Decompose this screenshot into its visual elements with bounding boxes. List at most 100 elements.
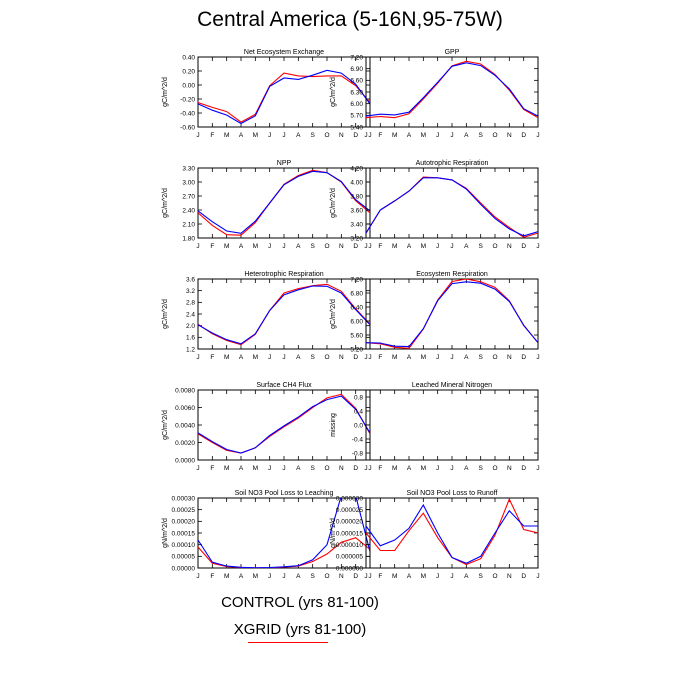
x-tick-label: S [478,354,483,361]
y-tick-label: 0.0000 [175,457,195,464]
y-tick-label: 0.00000 [172,565,196,572]
x-tick-label: N [339,243,344,250]
y-tick-label: 3.00 [182,179,195,186]
y-tick-label: 5.70 [350,113,363,120]
y-tick-label: 0.00 [182,82,195,89]
x-tick-label: M [224,243,229,250]
y-tick-label: 2.70 [182,193,195,200]
x-tick-label: S [310,243,315,250]
series-line-xgrid [366,498,538,566]
x-tick-label: O [492,132,497,139]
y-tick-label: 0.00025 [172,507,196,514]
x-tick-label: J [536,573,539,580]
x-tick-label: A [464,465,469,472]
chart-panel: Ecosystem Respiration gC/m^2/d 7.20 6.80 6.4… [330,271,540,361]
y-tick-label: 6.90 [350,66,363,73]
x-tick-label: J [450,465,453,472]
y-tick-label: 0.4 [354,408,363,415]
x-tick-label: O [492,465,497,472]
y-axis-label: gC/m^2/d [330,77,337,107]
x-tick-label: A [464,132,469,139]
y-tick-label: 4.20 [350,165,363,172]
x-tick-label: N [507,465,512,472]
x-tick-label: J [450,132,453,139]
panel-title: Surface CH4 Flux [256,382,312,389]
x-tick-label: M [253,465,258,472]
x-tick-label: N [339,573,344,580]
y-tick-label: 2.8 [186,300,195,307]
y-axis-label: gC/m^2/d [162,77,169,107]
x-tick-label: J [282,132,285,139]
x-tick-label: S [478,132,483,139]
legend-xgrid-line [248,642,328,643]
x-tick-label: J [450,354,453,361]
x-tick-label: F [378,573,382,580]
y-axis-label: gN/m^2/d [330,518,337,548]
x-tick-label: D [521,573,526,580]
y-tick-label: 4.00 [350,179,363,186]
x-tick-label: A [296,243,301,250]
x-tick-label: J [436,243,439,250]
x-tick-label: D [353,573,358,580]
panel-title: Soil NO3 Pool Loss to Runoff [407,490,498,497]
plot-frame [197,56,371,128]
x-tick-label: J [196,243,199,250]
y-tick-label: 3.40 [350,221,363,228]
panel-title: Heterotrophic Respiration [244,271,323,278]
series-line-control [198,170,370,234]
panel-title: Net Ecosystem Exchange [244,49,324,56]
panel-title: NPP [277,160,292,167]
chart-panel: Surface CH4 FluxgC/m^2/d0.00800.00600.00… [162,382,372,472]
x-tick-label: N [339,465,344,472]
y-tick-label: 0.8 [354,394,363,401]
y-axis-label: gC/m^2/d [330,299,337,329]
y-tick-label: 0.00010 [172,542,196,549]
x-tick-label: N [339,354,344,361]
y-tick-label: 2.40 [182,207,195,214]
y-tick-label: 0.0060 [175,405,195,412]
y-tick-label: 3.2 [186,288,195,295]
x-tick-label: A [407,132,412,139]
x-tick-label: J [536,243,539,250]
y-tick-label: 2.0 [186,323,195,330]
y-tick-label: 3.20 [350,235,363,242]
x-tick-label: A [296,354,301,361]
series-line-xgrid [198,393,370,454]
x-tick-label: J [436,465,439,472]
x-tick-label: N [507,354,512,361]
x-tick-label: J [268,465,271,472]
y-tick-label: 3.80 [350,193,363,200]
y-tick-label: 7.20 [350,276,363,283]
x-tick-label: J [368,354,371,361]
x-tick-label: M [421,243,426,250]
x-tick-label: O [324,465,329,472]
x-tick-label: D [521,132,526,139]
x-tick-label: N [507,132,512,139]
x-tick-label: J [282,465,285,472]
y-axis-label: gC/m^2/d [162,188,169,218]
y-tick-label: 6.80 [350,290,363,297]
y-tick-label: 6.60 [350,78,363,85]
y-tick-label: 0.00005 [172,554,196,561]
chart-panel: Net Ecosystem Exchange gC/m^2/d 0.40 0.20 0.… [162,49,372,139]
y-tick-label: 6.00 [350,318,363,325]
y-tick-label: 0.0080 [175,387,195,394]
x-tick-label: F [210,243,214,250]
x-tick-label: F [378,465,382,472]
x-tick-label: A [407,465,412,472]
x-tick-label: O [324,132,329,139]
y-tick-label: 0.0 [354,422,363,429]
y-tick-label: 0.0020 [175,440,195,447]
x-tick-label: A [296,465,301,472]
y-tick-label: 0.000030 [336,495,363,502]
x-tick-label: D [353,465,358,472]
x-tick-label: O [324,243,329,250]
x-tick-label: M [392,132,397,139]
chart-panel: Leached Mineral Nitrogen missing 0.8 0.4 0.0… [330,382,540,472]
y-tick-label: 0.000005 [336,554,363,561]
x-tick-label: J [436,132,439,139]
x-tick-label: J [282,354,285,361]
x-tick-label: A [296,132,301,139]
y-axis-label: gC/m^2/d [162,299,169,329]
y-tick-label: 0.000020 [336,519,363,526]
